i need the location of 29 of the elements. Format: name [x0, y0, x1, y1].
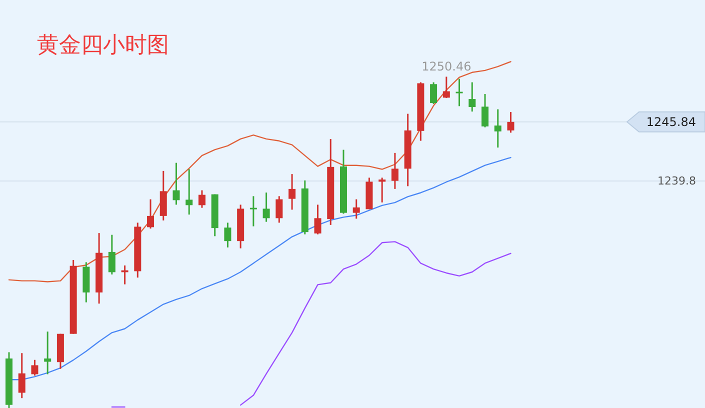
candlestick — [494, 108, 502, 148]
candlestick — [250, 195, 257, 228]
y-tick-label: 1245.84 — [646, 114, 696, 129]
candlestick — [507, 111, 514, 134]
candlestick — [378, 176, 386, 204]
candlestick — [288, 173, 296, 210]
candlestick — [391, 152, 398, 190]
candlestick — [147, 198, 154, 230]
candlestick — [276, 195, 283, 224]
candlestick — [186, 168, 193, 216]
line-series — [8, 61, 512, 282]
candlestick — [442, 76, 450, 99]
candlestick — [352, 198, 360, 220]
candlestick — [482, 93, 489, 128]
candlestick — [108, 234, 116, 276]
text: 黄金四小时图 — [37, 33, 169, 58]
candlestick — [172, 162, 180, 206]
candlestick — [31, 359, 38, 376]
candlestick — [198, 190, 206, 209]
candlestick — [430, 82, 438, 105]
candlestick — [468, 82, 476, 112]
annotation: 1250.46 — [422, 60, 472, 74]
candlestick — [224, 222, 232, 248]
candlestick — [44, 330, 52, 375]
y-tick-label: 1239.8 — [658, 174, 696, 188]
candlestick — [314, 204, 322, 236]
candlestick — [262, 192, 270, 223]
candlestick — [456, 78, 463, 107]
candlestick — [18, 352, 26, 399]
